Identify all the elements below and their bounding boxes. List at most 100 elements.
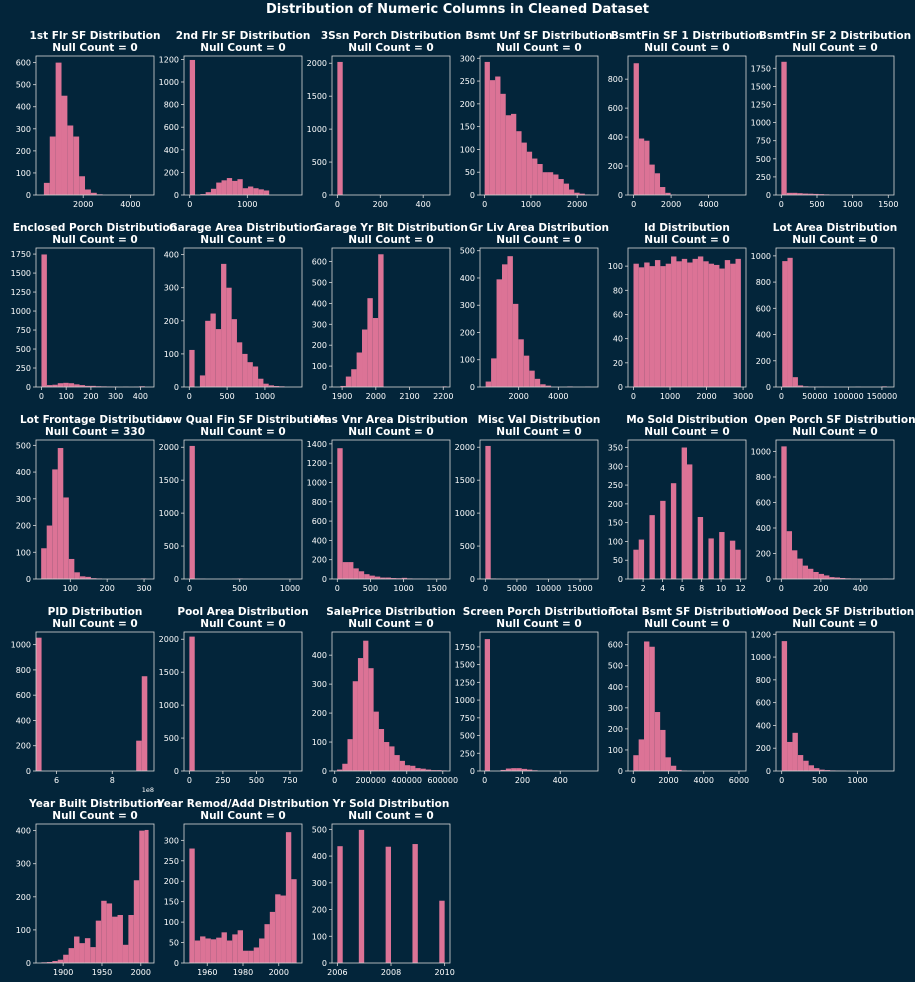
y-tick-label: 50 [613,556,623,565]
histogram-bar [660,500,666,579]
histogram-bar [144,829,149,963]
axes-frame [775,439,895,580]
histogram-bar [511,768,517,771]
panel-title: Garage Yr Blt Distribution [314,222,468,234]
y-tick-label: 80 [613,286,623,295]
histogram-bar [189,848,195,963]
y-tick-label: 400 [756,331,771,340]
histogram-bar [384,742,390,771]
histogram-bar [101,900,107,963]
histogram-bar [660,187,666,195]
histogram-bar [364,574,370,579]
panel-title: Id Distribution [644,222,730,234]
histogram-bar [378,254,384,387]
y-tick-label: 250 [460,77,475,86]
x-tick-label: 2200 [433,392,453,401]
y-tick-label: 1000 [159,701,179,710]
x-tick-label: 0 [779,584,784,593]
y-tick-label: 1500 [455,661,475,670]
histogram-bar [703,261,709,387]
axes-frame [331,55,451,196]
histogram-bar [363,640,369,771]
y-tick-label: 200 [608,725,623,734]
y-tick-label: 0 [26,959,31,968]
y-tick-label: 400 [608,133,623,142]
panel-subtitle: Null Count = 330 [45,426,145,438]
x-tick-label: 0 [482,200,487,209]
histogram-bar [242,353,248,387]
y-tick-label: 800 [16,666,31,675]
y-tick-label: 0 [766,575,771,584]
histogram-bar [803,760,809,771]
x-tick-label: 0 [187,776,192,785]
x-tick-label: 1980 [233,968,253,977]
x-tick-label: 300 [108,392,123,401]
panel-title: Mo Sold Distribution [626,414,748,426]
histogram-bar [697,256,704,387]
histogram-bar [505,768,512,771]
x-tick-label: 0 [187,200,192,209]
histogram-bar [358,571,365,579]
histogram-bar [389,746,395,771]
panel-title: BsmtFin SF 2 Distribution [759,30,911,42]
x-tick-label: 2010 [434,968,454,977]
x-tick-label: 1500 [427,584,447,593]
histogram-bar [410,765,416,771]
y-tick-label: 100 [460,145,475,154]
y-tick-label: 100 [164,918,179,927]
x-tick-label: 10 [716,584,726,593]
x-tick-label: 2008 [381,968,401,977]
x-tick-label: 500 [809,200,824,209]
histogram-bar [57,448,64,579]
x-tick-label: 1000 [847,776,867,785]
histogram-bar [248,950,254,963]
x-tick-label: 400 [416,200,431,209]
histogram-bar [818,573,825,579]
y-tick-label: 100 [16,169,31,178]
histogram-bar [485,445,491,579]
panel-subtitle: Null Count = 0 [644,234,729,246]
histogram-bar [687,262,693,387]
y-tick-label: 100 [16,548,31,557]
histogram-bar [670,483,677,579]
histogram-bar [139,830,145,963]
panel-title: Year Remod/Add Distribution [156,798,329,810]
panel-title: Bsmt Unf SF Distribution [465,30,612,42]
histogram-bar [90,947,96,963]
x-tick-label: 2000 [366,392,386,401]
panel-subtitle: Null Count = 0 [496,234,581,246]
y-tick-label: 300 [312,879,327,888]
y-tick-label: 400 [16,468,31,477]
histogram-bar [484,639,491,771]
x-tick-label: 1000 [280,584,300,593]
histogram-bar [644,262,650,387]
y-tick-label: 0 [174,767,179,776]
histogram-bar [253,188,259,195]
y-tick-label: 800 [608,75,623,84]
histogram-bar [67,125,74,195]
y-tick-label: 0 [174,383,179,392]
y-tick-label: 300 [608,462,623,471]
y-tick-label: 100 [16,926,31,935]
histogram-bar [221,932,227,963]
histogram-bar [824,770,831,771]
y-tick-label: 200 [312,556,327,565]
histogram-bar [189,59,196,195]
histogram-bar [521,142,527,195]
histogram-bar [687,464,693,579]
histogram-bar [818,194,825,195]
x-tick-label: 500 [363,584,378,593]
histogram-bar [786,531,793,579]
y-tick-label: 500 [460,542,475,551]
axes-frame [627,55,747,196]
histogram-bar [189,636,195,771]
histogram-bar [714,264,720,387]
histogram-bar [231,319,237,387]
y-tick-label: 1000 [11,641,31,650]
x-tick-label: 6000 [729,776,749,785]
y-tick-label: 500 [312,278,327,287]
